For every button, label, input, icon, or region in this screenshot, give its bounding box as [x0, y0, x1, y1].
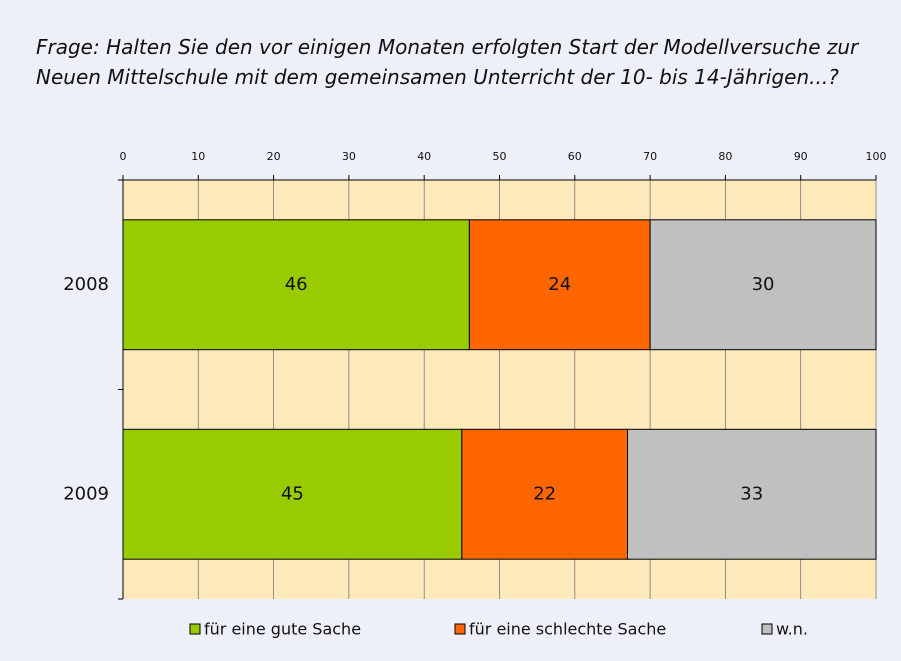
value-label: 45: [281, 483, 304, 504]
bar-segment: [649, 219, 877, 351]
x-tick-label: 0: [120, 150, 127, 163]
legend-swatch: [454, 623, 466, 635]
value-label: 22: [533, 483, 556, 504]
y-tick-label: 2008: [63, 274, 109, 295]
bar-segment: [468, 219, 651, 351]
x-tick-label: 40: [417, 150, 431, 163]
x-tick-label: 30: [342, 150, 356, 163]
legend-label: für eine schlechte Sache: [469, 620, 666, 639]
x-tick-label: 80: [718, 150, 732, 163]
x-tick-label: 60: [568, 150, 582, 163]
x-tick-label: 100: [866, 150, 887, 163]
legend-label: für eine gute Sache: [204, 620, 361, 639]
value-label: 30: [752, 274, 775, 295]
x-tick-label: 70: [643, 150, 657, 163]
bar-segment: [122, 428, 463, 560]
bar-segment: [461, 428, 629, 560]
x-tick-label: 20: [267, 150, 281, 163]
value-label: 24: [548, 274, 571, 295]
bar-segment: [627, 428, 877, 560]
y-tick-label: 2009: [63, 483, 109, 504]
legend-label: w.n.: [776, 620, 808, 639]
legend-swatch: [189, 623, 201, 635]
x-tick-label: 50: [493, 150, 507, 163]
x-tick-label: 10: [191, 150, 205, 163]
chart-title: Frage: Halten Sie den vor einigen Monate…: [36, 35, 859, 89]
legend-swatch: [761, 623, 773, 635]
value-label: 46: [285, 274, 308, 295]
x-tick-label: 90: [794, 150, 808, 163]
bar-segment: [122, 219, 470, 351]
value-label: 33: [740, 483, 763, 504]
